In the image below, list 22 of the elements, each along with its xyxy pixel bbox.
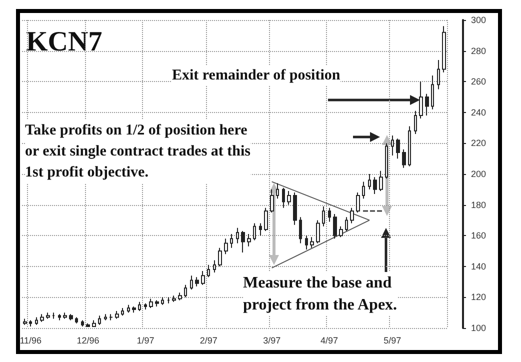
y-tick-label: 240 — [471, 107, 486, 118]
y-tick-label: 100 — [471, 323, 486, 333]
y-tick-label: 300 — [471, 15, 486, 25]
annotation: Measure the base and project from the Apex. — [243, 274, 398, 314]
y-tick-label: 120 — [471, 292, 486, 302]
x-tick-label: 1/97 — [136, 336, 154, 346]
y-tick-label: 220 — [471, 138, 486, 148]
x-tick-label: 4/97 — [320, 336, 338, 346]
y-tick-label: 200 — [471, 169, 486, 179]
x-tick-label: 11/96 — [20, 336, 42, 346]
chart-title: KCN7 — [26, 26, 102, 58]
y-tick-label: 160 — [471, 230, 486, 241]
x-tick-label: 12/96 — [76, 336, 100, 346]
annotation: Exit remainder of position — [172, 68, 341, 84]
y-tick-label: 280 — [471, 46, 486, 56]
x-tick-label: 5/97 — [384, 336, 402, 346]
x-tick-label: 3/97 — [263, 336, 281, 346]
annotation: Take profits on 1/2 of position here or exit single contract trades at this 1st profit objective. — [25, 122, 251, 180]
y-tick-label: 180 — [471, 200, 486, 210]
y-tick-label: 140 — [471, 261, 486, 272]
y-tick-label: 260 — [471, 76, 486, 87]
x-tick-label: 2/97 — [200, 336, 218, 346]
